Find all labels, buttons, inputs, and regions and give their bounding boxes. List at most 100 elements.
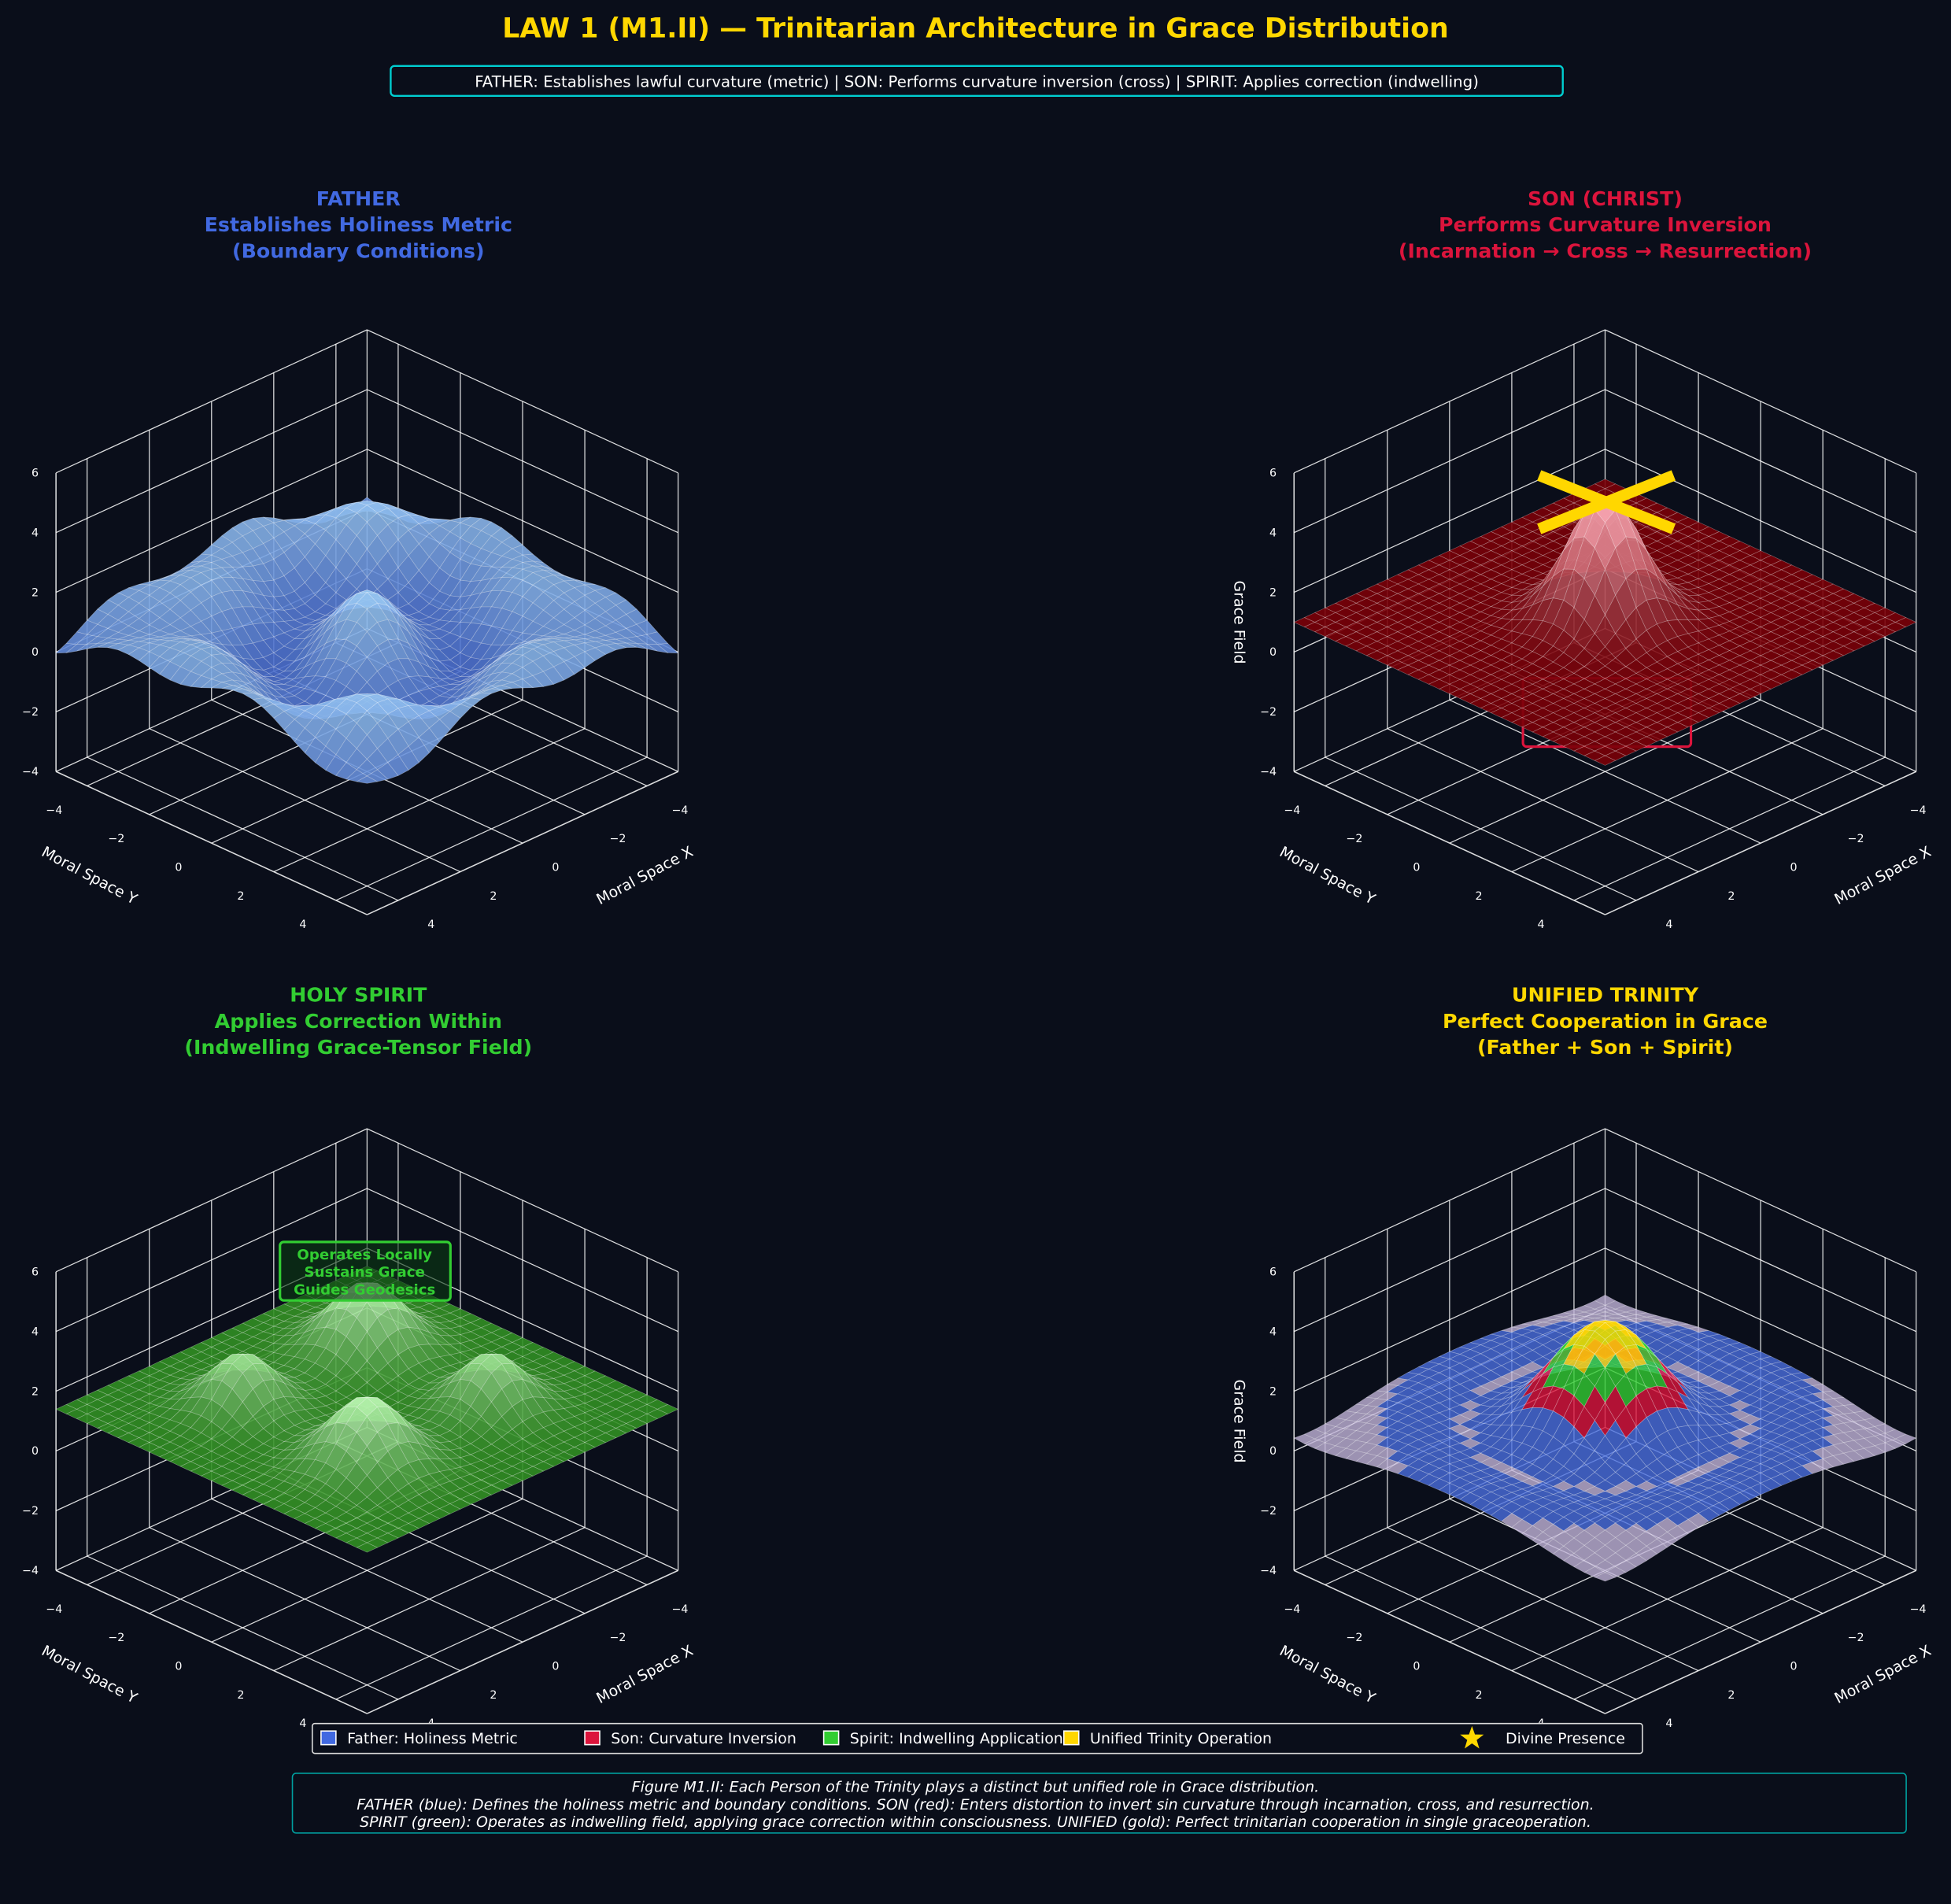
floor-gridline xyxy=(149,728,461,873)
z-tick-label: −4 xyxy=(1260,1565,1277,1577)
annotation-line: Sustains Grace xyxy=(305,1264,425,1281)
panel-title: (Father + Son + Spirit) xyxy=(1477,1036,1733,1059)
x-tick-label: 0 xyxy=(1790,1660,1797,1673)
x-axis-line xyxy=(367,771,678,915)
caption-line: FATHER (blue): Defines the holiness metr… xyxy=(357,1796,1594,1813)
panel-title: UNIFIED TRINITY xyxy=(1512,984,1699,1007)
subtitle: FATHER: Establishes lawful curvature (me… xyxy=(475,73,1479,91)
y-tick-label: 2 xyxy=(1475,1689,1482,1702)
y-axis-line xyxy=(55,1569,368,1714)
legend: Father: Holiness Metric Son: Curvature In… xyxy=(312,1722,1643,1754)
legend-item: Unified Trinity Operation xyxy=(1062,1730,1272,1747)
x-tick-label: 2 xyxy=(490,1689,497,1702)
y-tick-label: −2 xyxy=(108,1632,124,1644)
caption-line: Figure M1.II: Each Person of the Trinity… xyxy=(632,1779,1319,1796)
x-tick-label: −4 xyxy=(672,1603,689,1616)
figure-title: LAW 1 (M1.II) — Trinitarian Architecture… xyxy=(502,13,1448,44)
y-tick-label: 0 xyxy=(175,861,182,874)
z-tick-label: −4 xyxy=(22,766,39,778)
floor-gridline xyxy=(211,1498,523,1643)
y-tick-label: −4 xyxy=(46,1603,62,1616)
panel-father: FATHER Establishes Holiness Metric (Bounda… xyxy=(22,187,696,931)
y-axis-line xyxy=(1293,771,1606,915)
y-tick-label: −4 xyxy=(46,804,62,817)
z-tick-label: 6 xyxy=(1269,1266,1277,1279)
y-tick-label: −4 xyxy=(1284,1603,1300,1616)
annotation-line: Guides Geodesics xyxy=(294,1281,435,1298)
y-axis-line xyxy=(55,771,368,915)
legend-label: Unified Trinity Operation xyxy=(1090,1730,1272,1747)
z-tick-label: 4 xyxy=(31,1325,39,1338)
legend-item: Father: Holiness Metric xyxy=(320,1730,518,1747)
z-axis-label: Grace Field xyxy=(1230,581,1247,664)
legend-swatch xyxy=(1062,1730,1080,1746)
panel-title: Establishes Holiness Metric xyxy=(205,213,512,236)
z-tick-label: 4 xyxy=(1269,1325,1277,1338)
surface xyxy=(1293,479,1917,766)
x-tick-label: 0 xyxy=(552,861,559,874)
wall-gridline xyxy=(1293,329,1606,474)
wall-gridline xyxy=(55,329,368,474)
legend-swatch xyxy=(320,1730,337,1746)
surface xyxy=(55,1266,679,1553)
panel-title: (Incarnation → Cross → Resurrection) xyxy=(1399,239,1812,262)
panel-title: Applies Correction Within xyxy=(215,1010,502,1033)
y-tick-label: −4 xyxy=(1284,804,1300,817)
panel-spirit: HOLY SPIRIT Applies Correction Within (Ind… xyxy=(22,984,696,1730)
wall-gridline xyxy=(55,1128,368,1273)
y-tick-label: −2 xyxy=(1346,1632,1362,1644)
panel-son: SON (CHRIST) Performs Curvature Inversion… xyxy=(1230,187,1934,931)
floor-gridline xyxy=(1511,728,1824,873)
y-tick-label: 0 xyxy=(1413,1660,1420,1673)
wall-gridline xyxy=(1293,389,1606,534)
floor-gridline xyxy=(87,1555,399,1700)
x-tick-label: 4 xyxy=(427,919,434,931)
z-tick-label: 4 xyxy=(31,527,39,539)
cross-marker xyxy=(1537,470,1676,534)
legend-label: Father: Holiness Metric xyxy=(347,1730,518,1747)
wall-gridline xyxy=(1605,329,1916,474)
z-tick-label: −4 xyxy=(22,1565,39,1577)
legend-swatch xyxy=(584,1730,600,1746)
x-tick-label: 4 xyxy=(1665,919,1672,931)
x-tick-label: 2 xyxy=(1727,1689,1735,1702)
wall-gridline xyxy=(1605,449,1916,593)
x-tick-label: −4 xyxy=(1910,1603,1927,1616)
panel-title: FATHER xyxy=(316,187,401,210)
z-tick-label: −2 xyxy=(22,1505,39,1518)
legend-label: Son: Curvature Inversion xyxy=(611,1730,796,1747)
z-tick-label: 0 xyxy=(1269,646,1277,659)
wall-gridline xyxy=(55,449,368,593)
z-tick-label: 2 xyxy=(31,586,39,599)
x-tick-label: 0 xyxy=(552,1660,559,1673)
z-tick-label: −2 xyxy=(1260,706,1277,719)
z-tick-label: 0 xyxy=(31,1445,39,1458)
z-tick-label: 0 xyxy=(1269,1445,1277,1458)
wall-gridline xyxy=(367,389,678,534)
legend-item: Son: Curvature Inversion xyxy=(584,1730,796,1747)
z-tick-label: 6 xyxy=(31,468,39,480)
z-tick-label: 2 xyxy=(1269,586,1277,599)
panel-title: Performs Curvature Inversion xyxy=(1439,213,1772,236)
surface xyxy=(55,497,679,784)
x-tick-label: −2 xyxy=(1848,1632,1864,1644)
z-tick-label: −2 xyxy=(22,706,39,719)
y-tick-label: 2 xyxy=(1475,890,1482,903)
z-tick-label: −2 xyxy=(1260,1505,1277,1518)
y-tick-label: 2 xyxy=(237,1689,244,1702)
panel-title: (Indwelling Grace-Tensor Field) xyxy=(184,1036,532,1059)
y-tick-label: −2 xyxy=(108,833,124,845)
y-tick-label: 4 xyxy=(299,919,306,931)
wall-gridline xyxy=(55,1188,368,1333)
y-tick-label: 4 xyxy=(1538,919,1545,931)
y-tick-label: 2 xyxy=(237,890,244,903)
floor-gridline xyxy=(273,728,586,873)
legend-swatch xyxy=(822,1730,840,1746)
surface-patch xyxy=(356,775,379,784)
z-tick-label: 2 xyxy=(1269,1385,1277,1398)
y-tick-label: 0 xyxy=(1413,861,1420,874)
wall-gridline xyxy=(367,329,678,474)
x-tick-label: −4 xyxy=(672,804,689,817)
legend-item: Spirit: Indwelling Application xyxy=(822,1730,1063,1747)
